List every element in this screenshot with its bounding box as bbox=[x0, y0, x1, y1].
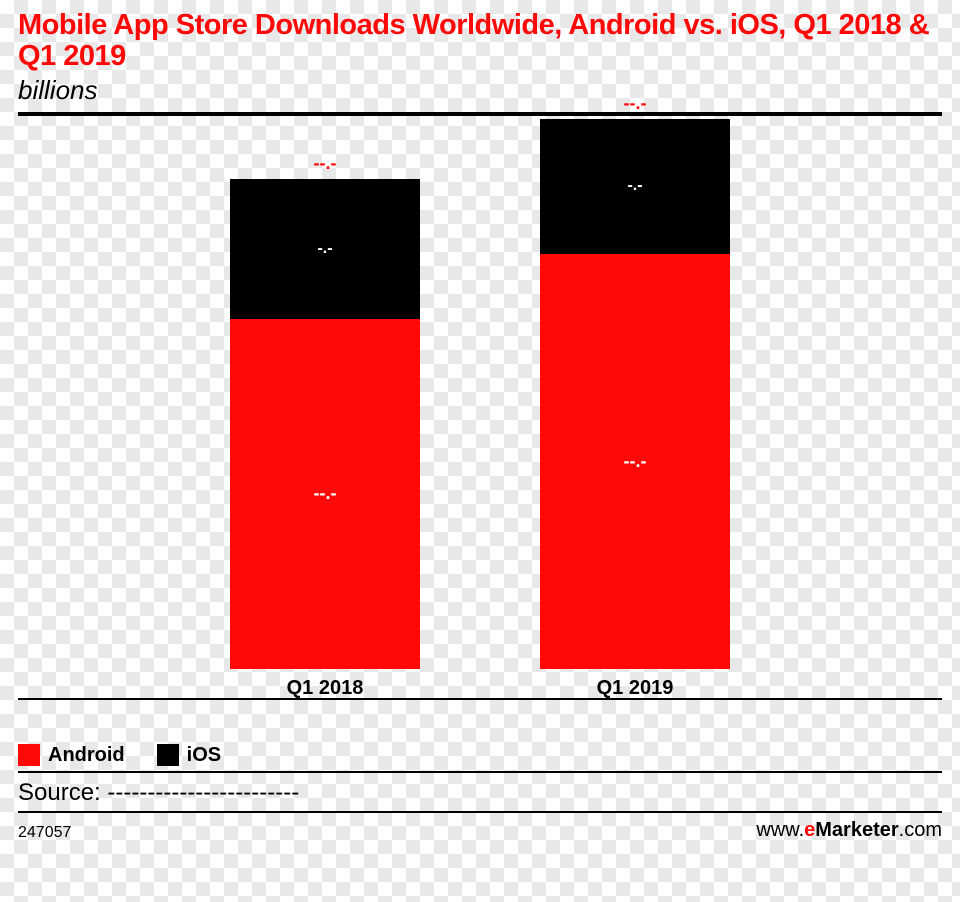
chart-title: Mobile App Store Downloads Worldwide, An… bbox=[18, 10, 942, 73]
x-axis-line bbox=[18, 698, 942, 700]
bar-total-label: --.- bbox=[624, 93, 647, 114]
segment-android: --.- bbox=[540, 254, 730, 669]
chart-card: Mobile App Store Downloads Worldwide, An… bbox=[0, 0, 960, 842]
category-label: Q1 2019 bbox=[597, 677, 674, 700]
category-label: Q1 2018 bbox=[287, 677, 364, 700]
segment-android: --.- bbox=[230, 319, 420, 669]
legend-item-android: Android bbox=[18, 744, 125, 767]
bars-container: --.- --.- -.- Q1 2018 --.- --.- -.- Q1 2… bbox=[18, 119, 942, 700]
bar-total-label: --.- bbox=[314, 153, 337, 174]
legend-label: iOS bbox=[187, 744, 221, 767]
legend-item-ios: iOS bbox=[157, 744, 221, 767]
brand-e: e bbox=[804, 819, 815, 841]
footer: 247057 www.eMarketer.com bbox=[18, 813, 942, 842]
chart-subtitle: billions bbox=[18, 75, 942, 106]
segment-ios: -.- bbox=[230, 179, 420, 319]
segment-ios: -.- bbox=[540, 119, 730, 254]
source-label: Source: bbox=[18, 779, 101, 806]
brand-url: www.eMarketer.com bbox=[756, 819, 942, 842]
brand-prefix: www. bbox=[756, 819, 804, 841]
bar-stack: --.- --.- -.- bbox=[230, 179, 420, 669]
bar-q1-2019: --.- --.- -.- Q1 2019 bbox=[540, 119, 730, 700]
chart-plot-area: --.- --.- -.- Q1 2018 --.- --.- -.- Q1 2… bbox=[18, 116, 942, 736]
source-line: Source: ------------------------ bbox=[18, 773, 942, 811]
brand-domain: .com bbox=[899, 819, 942, 841]
brand-name: Marketer bbox=[815, 819, 898, 841]
chart-id: 247057 bbox=[18, 824, 71, 842]
legend-label: Android bbox=[48, 744, 125, 767]
legend-swatch-ios bbox=[157, 744, 179, 766]
source-value: ------------------------ bbox=[107, 779, 299, 806]
legend-swatch-android bbox=[18, 744, 40, 766]
bar-q1-2018: --.- --.- -.- Q1 2018 bbox=[230, 179, 420, 700]
bar-stack: --.- --.- -.- bbox=[540, 119, 730, 669]
legend: Android iOS bbox=[18, 736, 942, 771]
